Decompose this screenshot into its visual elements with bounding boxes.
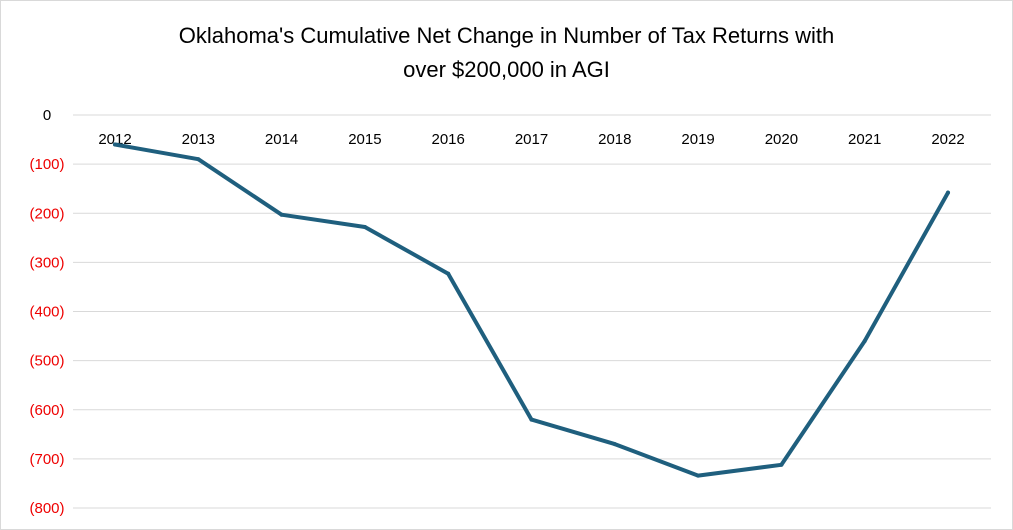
x-tick-label: 2020 <box>765 131 798 148</box>
x-tick-label: 2019 <box>681 131 714 148</box>
x-tick-label: 2015 <box>348 131 381 148</box>
y-tick-label: (100) <box>29 156 64 173</box>
x-tick-label: 2017 <box>515 131 548 148</box>
y-tick-label: (700) <box>29 451 64 468</box>
x-tick-label: 2016 <box>432 131 465 148</box>
x-tick-label: 2022 <box>931 131 964 148</box>
chart-title-line-2: over $200,000 in AGI <box>403 57 610 82</box>
y-tick-label: 0 <box>43 107 51 124</box>
chart-title: Oklahoma's Cumulative Net Change in Numb… <box>1 19 1012 87</box>
data-point <box>862 338 867 343</box>
y-tick-label: (800) <box>29 500 64 517</box>
y-tick-label: (300) <box>29 254 64 271</box>
data-point <box>196 157 201 162</box>
data-point <box>696 473 701 478</box>
y-axis-ticks: 0 (100) (200) (300) (400) (500) (600) (700) (800… <box>29 107 64 517</box>
x-tick-label: 2018 <box>598 131 631 148</box>
data-point <box>113 142 117 147</box>
data-point <box>779 462 784 467</box>
y-tick-label: (500) <box>29 353 64 370</box>
x-axis-ticks: 2012 2013 2014 2015 2016 2017 2018 2019 2020 2021… <box>98 131 964 148</box>
data-point <box>612 442 617 447</box>
x-tick-label: 2021 <box>848 131 881 148</box>
y-tick-label: (600) <box>29 402 64 419</box>
x-tick-label: 2014 <box>265 131 298 148</box>
data-point <box>529 417 534 422</box>
data-point <box>279 212 284 217</box>
x-tick-label: 2013 <box>182 131 215 148</box>
x-tick-label: 2012 <box>98 131 131 148</box>
series-line <box>113 142 950 478</box>
y-tick-label: (200) <box>29 205 64 222</box>
gridlines <box>73 114 991 509</box>
series-group <box>113 142 950 478</box>
y-tick-label: (400) <box>29 304 64 321</box>
data-point <box>446 271 451 276</box>
chart-title-line-1: Oklahoma's Cumulative Net Change in Numb… <box>178 23 835 48</box>
data-point <box>362 225 367 230</box>
data-point <box>946 190 950 195</box>
